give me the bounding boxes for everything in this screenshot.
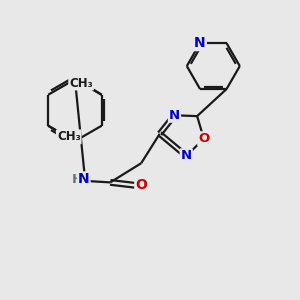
- Text: O: O: [135, 178, 147, 192]
- Text: N: N: [78, 172, 90, 186]
- Text: N: N: [181, 149, 192, 162]
- Text: H: H: [71, 173, 82, 186]
- Text: O: O: [198, 132, 209, 145]
- Text: N: N: [169, 109, 180, 122]
- Text: N: N: [194, 36, 206, 50]
- Text: CH₃: CH₃: [57, 130, 81, 143]
- Text: CH₃: CH₃: [69, 76, 93, 89]
